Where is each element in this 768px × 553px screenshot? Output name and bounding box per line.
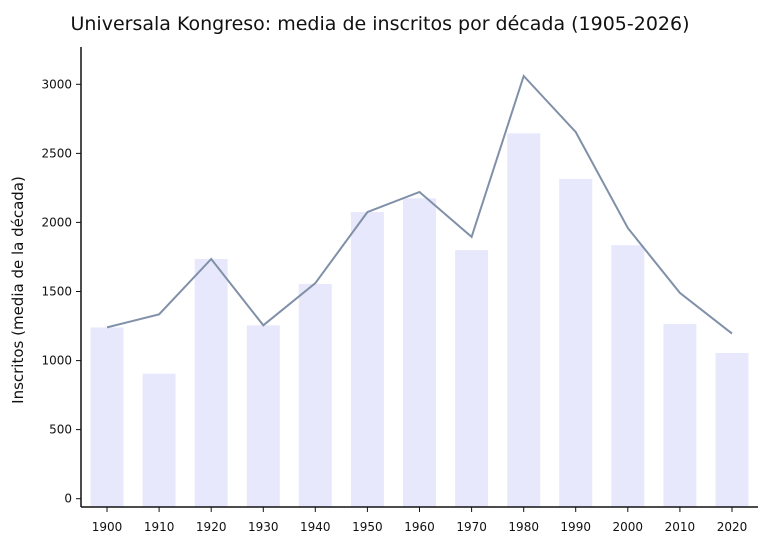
bars-layer <box>90 133 749 508</box>
y-tick-label-2500: 2500 <box>41 146 72 160</box>
x-tick-label-1910: 1910 <box>144 520 175 534</box>
x-tick-label-1920: 1920 <box>196 520 227 534</box>
bar-1980 <box>507 133 541 508</box>
bar-2010 <box>663 324 697 507</box>
x-tick-label-1970: 1970 <box>456 520 487 534</box>
y-tick-label-500: 500 <box>49 423 72 437</box>
x-tick-label-1960: 1960 <box>404 520 435 534</box>
y-tick-label-0: 0 <box>64 492 72 506</box>
y-tick-label-1000: 1000 <box>41 354 72 368</box>
ticks-layer: 0 500 1000 1500 2000 2500 3000 1900 1910 1920 1930… <box>41 77 747 534</box>
line-layer <box>106 74 733 335</box>
bar-2020 <box>715 353 749 507</box>
bar-1920 <box>194 259 228 507</box>
x-tick-label-2010: 2010 <box>665 520 696 534</box>
bar-2000 <box>611 245 645 507</box>
y-tick-label-2000: 2000 <box>41 215 72 229</box>
x-tick-label-1940: 1940 <box>300 520 331 534</box>
bar-1970 <box>455 250 489 507</box>
x-tick-label-1980: 1980 <box>508 520 539 534</box>
x-tick-label-2020: 2020 <box>717 520 748 534</box>
bar-1950 <box>350 212 384 507</box>
bar-1900 <box>90 327 124 507</box>
series-line <box>106 74 733 335</box>
x-tick-label-1990: 1990 <box>560 520 591 534</box>
y-axis-label: Inscritos (media de la década) <box>9 176 27 404</box>
x-tick-label-1950: 1950 <box>352 520 383 534</box>
y-tick-label-1500: 1500 <box>41 285 72 299</box>
bar-1940 <box>298 283 332 507</box>
bar-1960 <box>403 198 436 508</box>
x-tick-label-1900: 1900 <box>92 520 123 534</box>
x-tick-label-2000: 2000 <box>613 520 644 534</box>
x-tick-label-1930: 1930 <box>248 520 279 534</box>
bar-1930 <box>246 325 280 507</box>
bar-1910 <box>142 373 176 507</box>
bar-1990 <box>559 178 593 507</box>
y-tick-label-3000: 3000 <box>41 77 72 91</box>
chart-title: Universala Kongreso: media de inscritos … <box>70 13 689 35</box>
